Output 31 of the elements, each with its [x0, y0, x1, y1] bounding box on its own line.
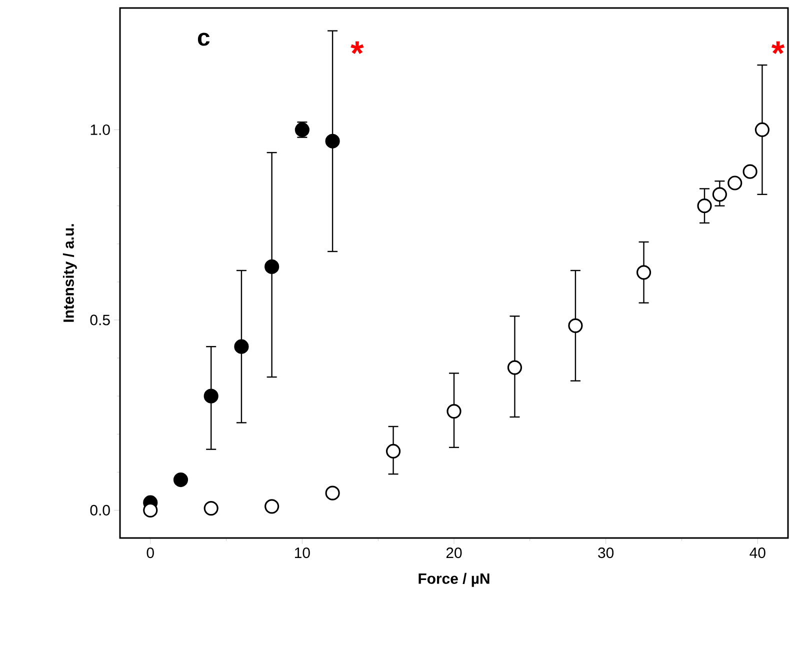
x-axis-title: Force / µN	[418, 572, 490, 587]
annotation: *	[350, 41, 364, 54]
point	[568, 318, 583, 333]
point	[143, 502, 158, 518]
point	[325, 134, 340, 148]
y-tick-label: 0.0	[90, 504, 110, 516]
point	[712, 187, 727, 202]
x-tick-label: 40	[750, 548, 766, 558]
x-tick-label: 0	[146, 548, 154, 558]
point	[204, 501, 218, 516]
point	[204, 388, 218, 404]
point	[264, 499, 280, 514]
x-tick-label: 20	[446, 548, 462, 558]
point	[728, 176, 742, 190]
point	[325, 486, 340, 500]
annotation: c	[198, 32, 210, 46]
y-axis-title: Intensity / a.u.	[62, 224, 77, 322]
point	[697, 198, 712, 214]
y-tick-label: 0.5	[90, 314, 110, 326]
point	[507, 360, 522, 375]
point	[264, 259, 280, 274]
point	[234, 339, 249, 354]
point	[173, 472, 188, 488]
point	[636, 265, 652, 280]
point	[446, 404, 462, 419]
y-tick-label: 1.0	[90, 124, 110, 136]
annotation: *	[771, 41, 785, 54]
x-tick-label: 10	[295, 548, 310, 558]
x-tick-label: 30	[598, 548, 614, 558]
point	[742, 164, 758, 179]
point	[386, 444, 401, 459]
